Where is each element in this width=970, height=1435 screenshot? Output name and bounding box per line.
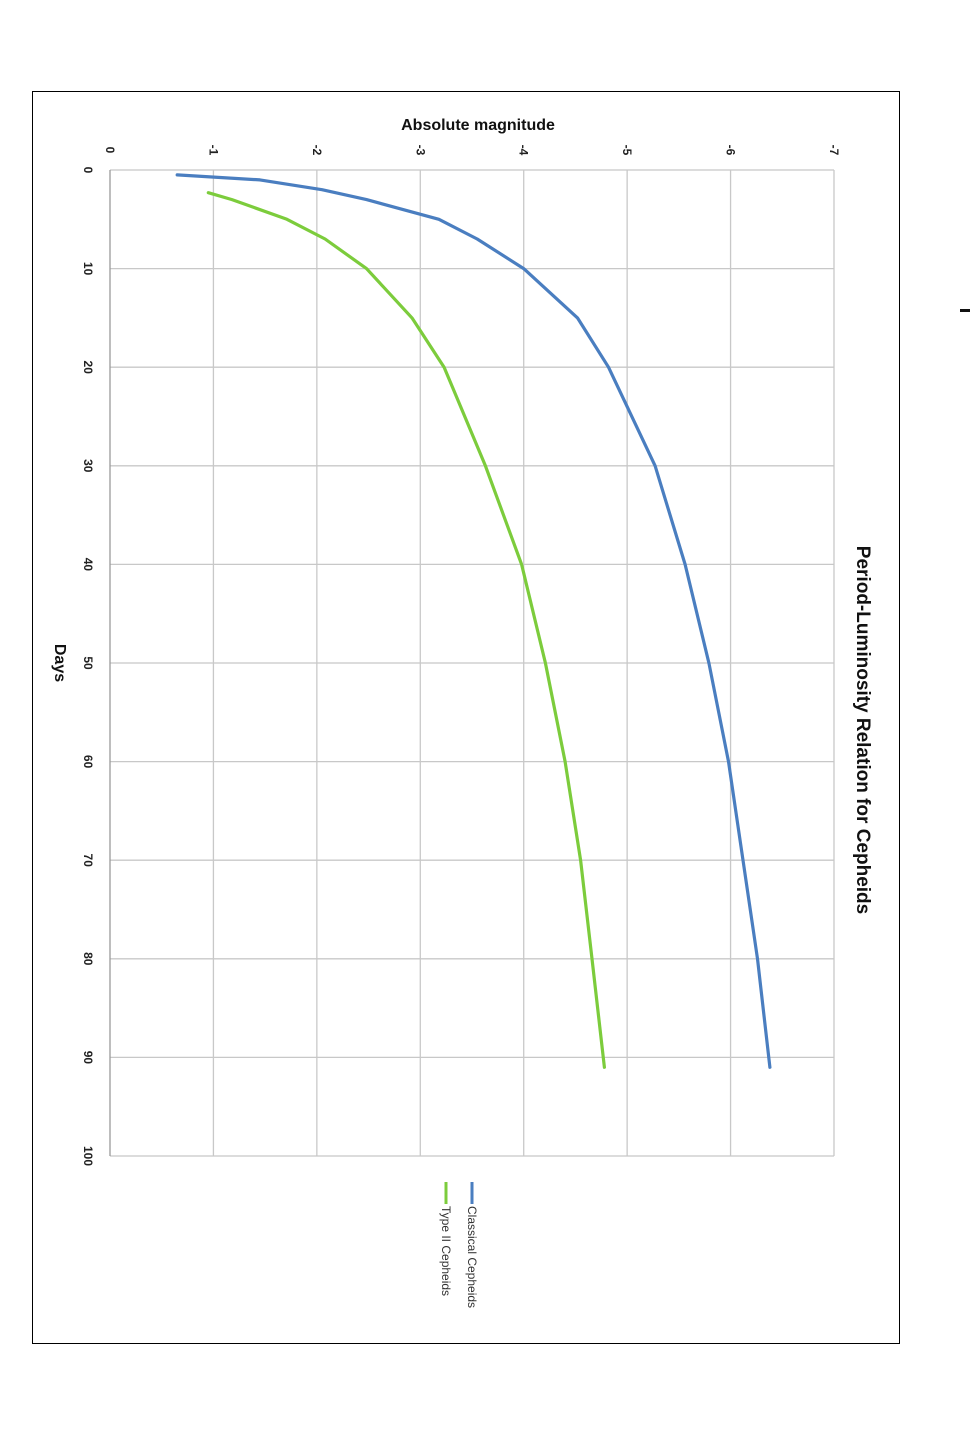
legend-label: Type II Cepheids xyxy=(439,1206,453,1296)
chart-title: Period-Luminosity Relation for Cepheids xyxy=(852,546,873,914)
x-tick-labels: 0 10 20 30 40 50 60 70 80 90 100 xyxy=(81,167,95,1167)
y-tick-label: -1 xyxy=(206,145,220,156)
legend: Classical Cepheids Type II Cepheids xyxy=(439,1182,479,1308)
x-tick-label: 70 xyxy=(81,854,95,868)
y-tick-label: -2 xyxy=(310,145,324,156)
y-tick-label: -6 xyxy=(724,145,738,156)
y-tick-label: -5 xyxy=(620,145,634,156)
y-tick-label: -3 xyxy=(413,145,427,156)
x-tick-label: 50 xyxy=(81,656,95,670)
x-tick-label: 60 xyxy=(81,755,95,769)
x-tick-label: 20 xyxy=(81,361,95,375)
series-line-classical-cepheids xyxy=(175,173,772,1069)
x-axis-title: Days xyxy=(51,644,68,682)
grid-lines xyxy=(109,169,835,1157)
legend-label: Classical Cepheids xyxy=(465,1206,479,1308)
x-tick-label: 90 xyxy=(81,1051,95,1065)
series-line-type-ii-cepheids xyxy=(206,191,607,1069)
series-lines xyxy=(175,173,772,1069)
x-tick-label: 100 xyxy=(81,1146,95,1166)
y-tick-label: -4 xyxy=(517,145,531,156)
chart-frame xyxy=(32,91,900,1344)
x-tick-label: 10 xyxy=(81,262,95,276)
y-tick-labels: 0 -1 -2 -3 -4 -5 -6 -7 xyxy=(103,145,841,156)
x-tick-label: 40 xyxy=(81,558,95,572)
y-axis-title: Absolute magnitude xyxy=(401,117,555,134)
y-tick-label: -7 xyxy=(827,145,841,156)
x-tick-label: 80 xyxy=(81,952,95,966)
y-tick-label: 0 xyxy=(103,147,117,154)
x-tick-label: 0 xyxy=(81,167,95,174)
x-tick-label: 30 xyxy=(81,459,95,473)
edge-mark xyxy=(960,309,970,312)
